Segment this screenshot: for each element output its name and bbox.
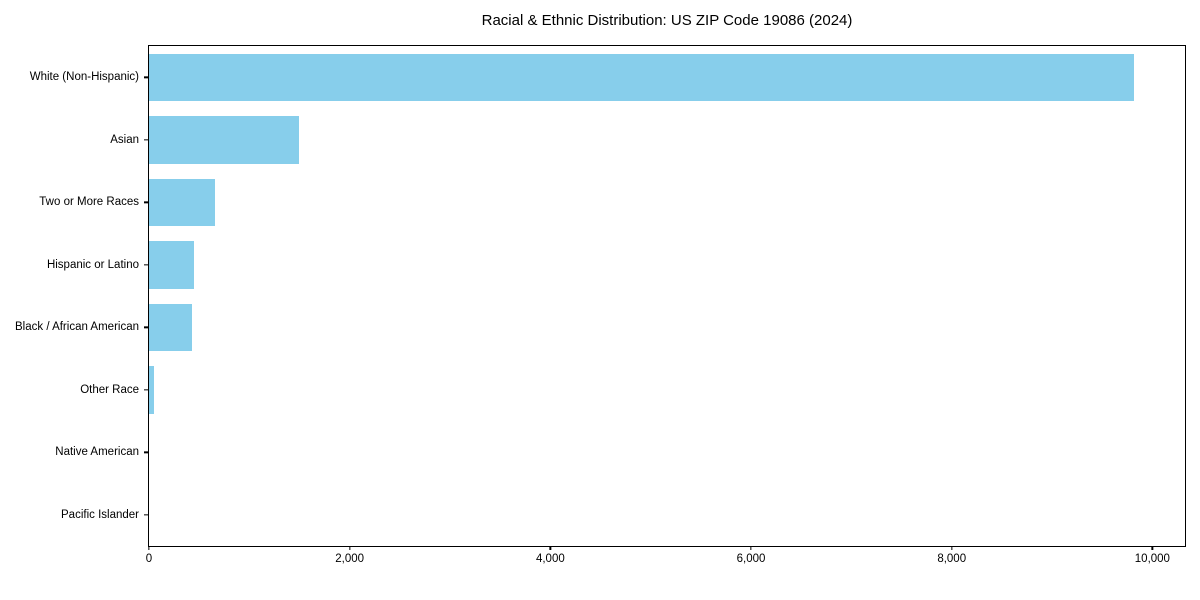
x-tick-mark bbox=[148, 546, 150, 550]
y-tick-mark bbox=[144, 201, 148, 203]
x-tick-label: 10,000 bbox=[1134, 553, 1170, 565]
x-tick-mark bbox=[1151, 546, 1154, 550]
plot-area: White (Non-Hispanic) Asian Two or More Rac… bbox=[15, 45, 1186, 565]
x-tick-mark bbox=[951, 546, 953, 550]
bar bbox=[149, 53, 1135, 101]
x-tick-mark bbox=[349, 546, 351, 550]
bar-row: Asian bbox=[110, 109, 1185, 172]
chart-title: Racial & Ethnic Distribution: US ZIP Cod… bbox=[481, 12, 853, 29]
y-tick-mark bbox=[144, 326, 148, 328]
bar bbox=[149, 116, 299, 164]
bar-row: Native American bbox=[55, 421, 1185, 484]
bar bbox=[149, 241, 195, 289]
y-axis-label: Other Race bbox=[80, 383, 139, 396]
y-tick-mark bbox=[144, 451, 148, 453]
bar bbox=[149, 366, 155, 414]
x-tick-label: 6,000 bbox=[736, 553, 766, 565]
y-axis-label: Asian bbox=[110, 133, 139, 146]
x-tick-label: 0 bbox=[145, 553, 153, 565]
x-tick-label: 8,000 bbox=[937, 553, 967, 565]
y-tick-mark bbox=[144, 264, 148, 266]
x-tick-mark bbox=[750, 546, 752, 550]
bar-row: Hispanic or Latino bbox=[47, 234, 1185, 297]
y-tick-mark bbox=[144, 389, 148, 391]
bar-row: Two or More Races bbox=[39, 171, 1185, 234]
x-tick-label: 4,000 bbox=[535, 553, 565, 565]
y-tick-mark bbox=[144, 139, 148, 141]
y-tick-mark bbox=[144, 76, 148, 78]
bar-row: Other Race bbox=[80, 359, 1185, 422]
bar-row: Pacific Islander bbox=[61, 484, 1185, 547]
bar-row: Black / African American bbox=[15, 296, 1185, 359]
x-tick-label: 2,000 bbox=[335, 553, 365, 565]
y-axis-label: Hispanic or Latino bbox=[46, 258, 139, 271]
bars-container: White (Non-Hispanic) Asian Two or More Rac… bbox=[15, 46, 1185, 547]
y-axis-label: White (Non-Hispanic) bbox=[29, 71, 139, 84]
y-axis-label: Pacific Islander bbox=[61, 508, 139, 521]
y-axis-label: Black / African American bbox=[15, 321, 139, 334]
y-axis-label: Two or More Races bbox=[39, 196, 139, 209]
y-axis-label: Native American bbox=[55, 446, 139, 459]
bar-row: White (Non-Hispanic) bbox=[30, 46, 1185, 109]
x-tick-mark bbox=[549, 546, 551, 550]
y-tick-mark bbox=[144, 514, 148, 516]
bar bbox=[149, 303, 193, 351]
bar bbox=[149, 178, 216, 226]
